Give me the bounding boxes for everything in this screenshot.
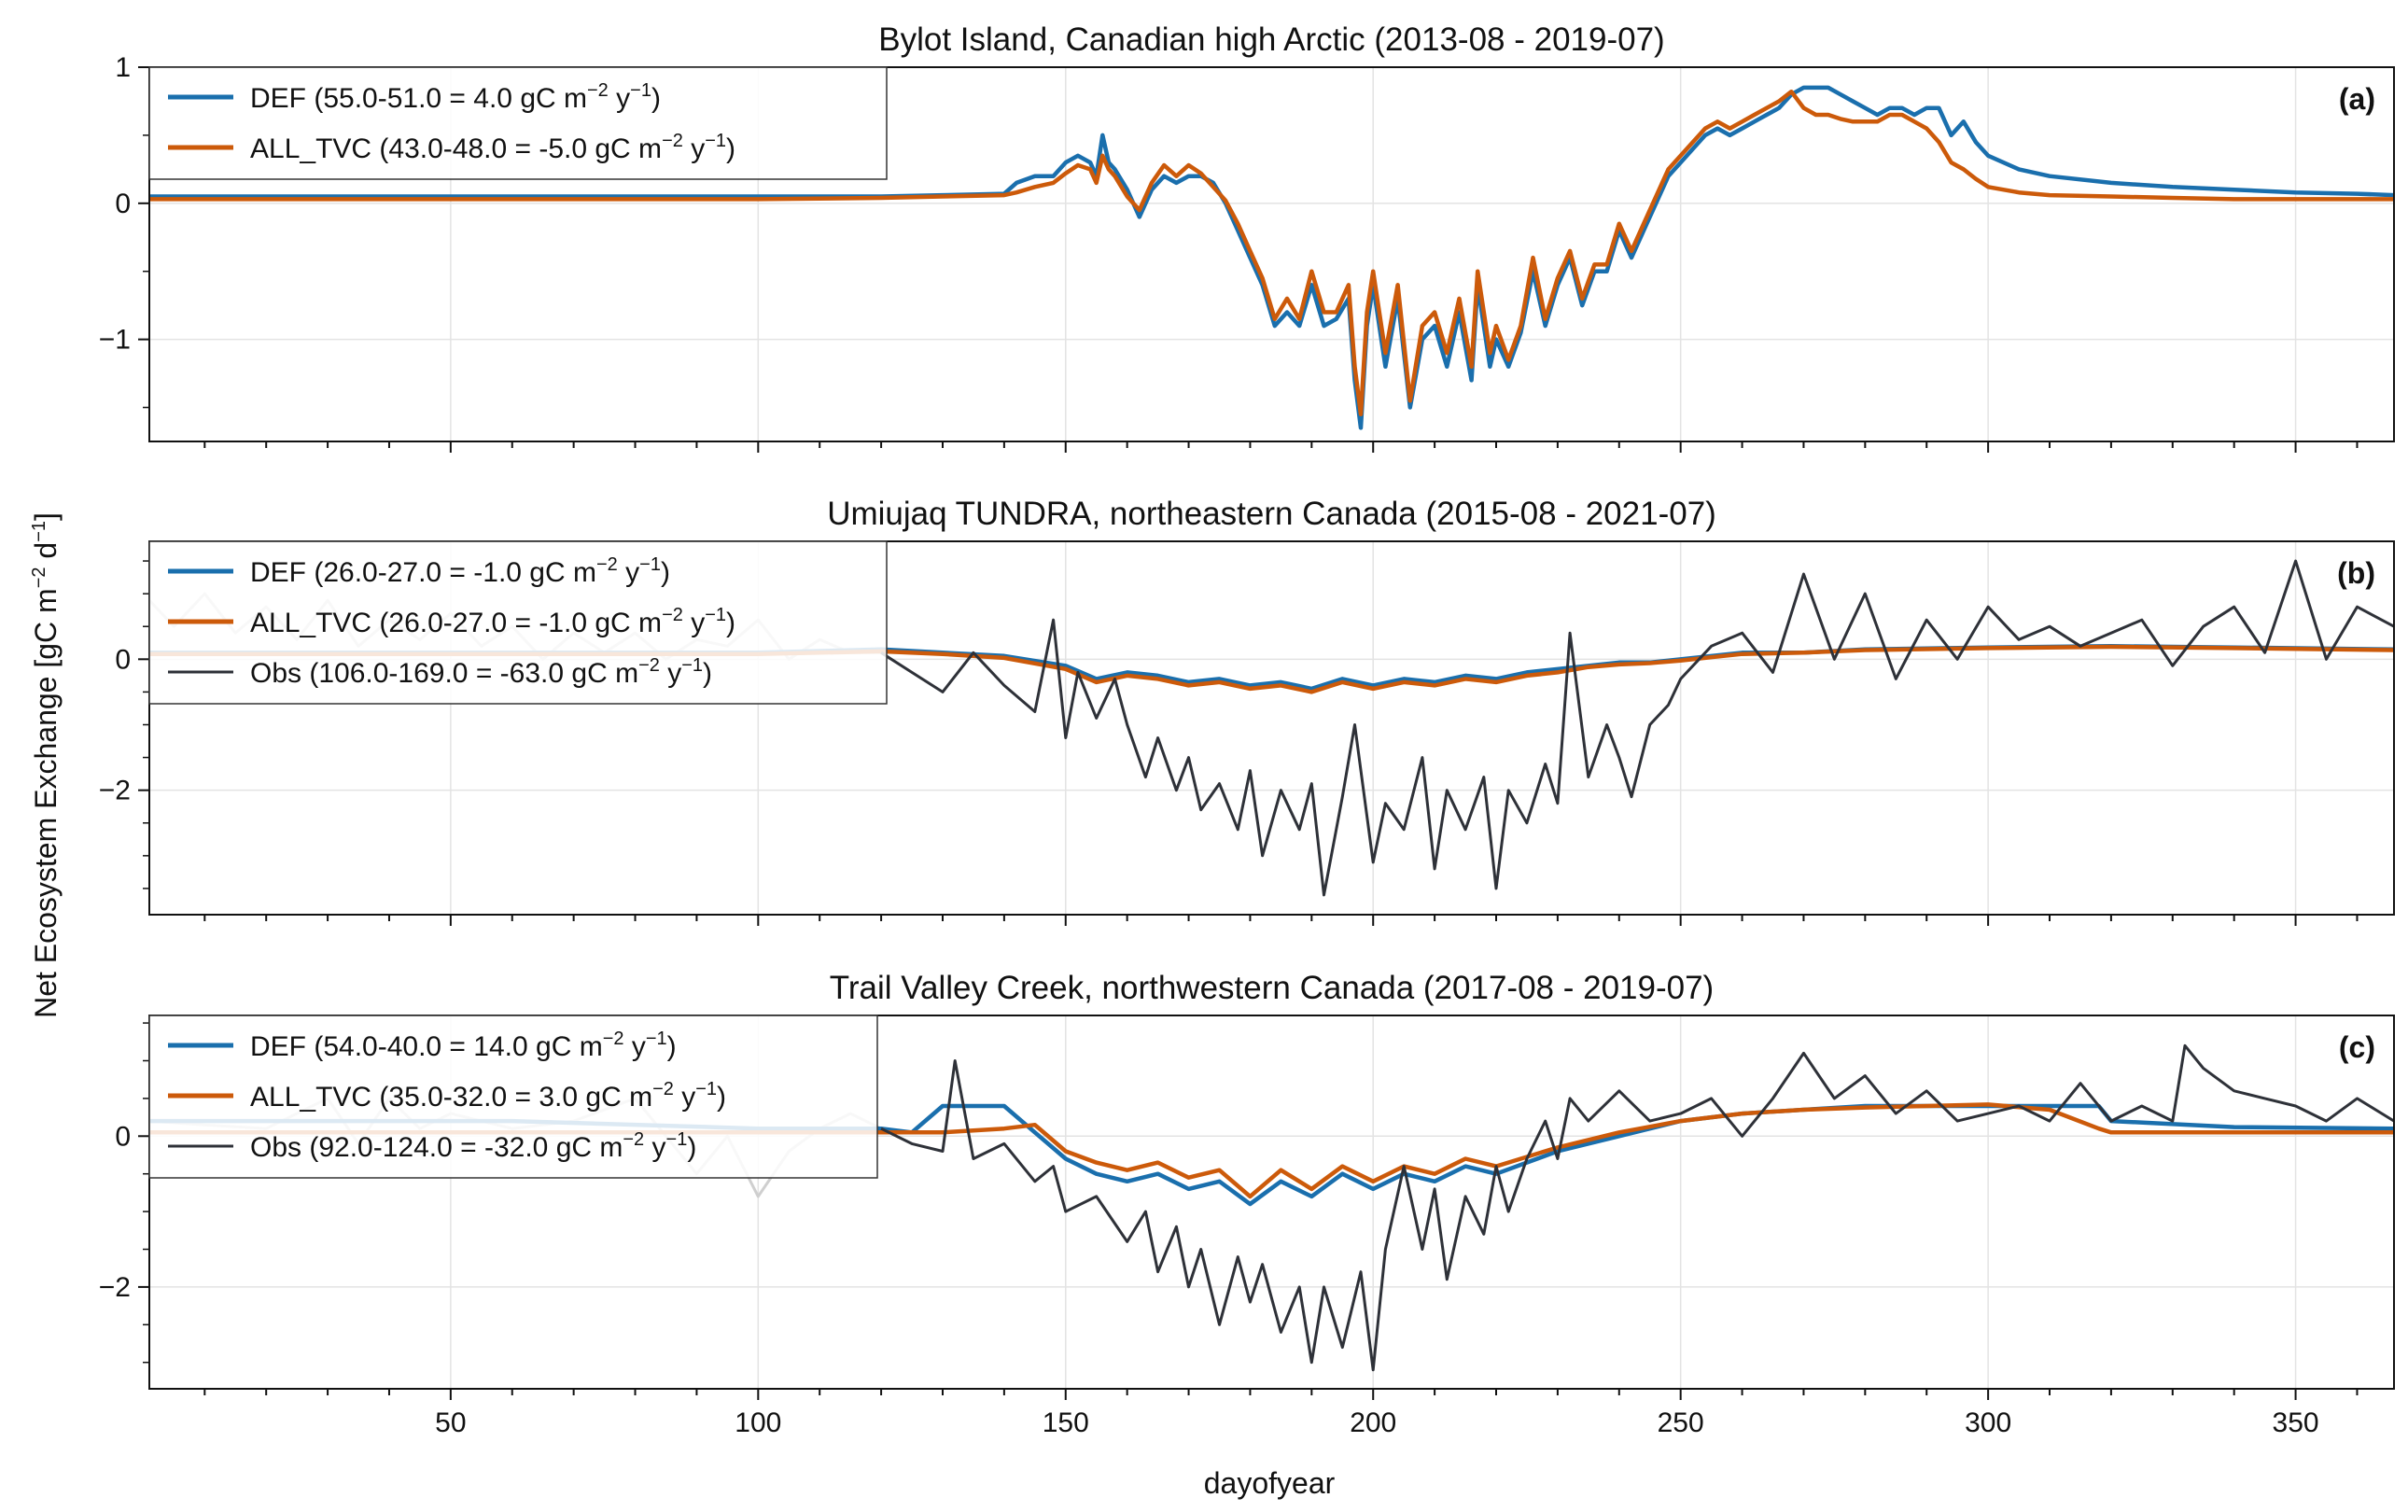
panel-title: Umiujaq TUNDRA, northeastern Canada (201… — [827, 496, 1716, 532]
panel-title: Trail Valley Creek, northwestern Canada … — [830, 970, 1714, 1006]
panel-label: (b) — [2337, 556, 2375, 590]
axes-frame — [148, 66, 2395, 442]
x-tick-label: 300 — [1965, 1407, 2011, 1438]
legend-entry: DEF (26.0-27.0 = -1.0 gC m−2 y−1) — [250, 554, 670, 588]
y-tick-label: 1 — [115, 52, 131, 83]
legend-entry: ALL_TVC (35.0-32.0 = 3.0 gC m−2 y−1) — [250, 1079, 726, 1113]
y-axis-label-sup: −1 — [29, 521, 49, 542]
panel-c: Trail Valley Creek, northwestern Canada … — [99, 970, 2395, 1438]
series-line-obs — [880, 559, 2394, 897]
series-line-all-tvc — [149, 89, 2394, 417]
axes-frame — [148, 540, 2395, 916]
legend-entry: ALL_TVC (43.0-48.0 = -5.0 gC m−2 y−1) — [250, 131, 735, 164]
legend-entry: Obs (106.0-169.0 = -63.0 gC m−2 y−1) — [250, 655, 712, 689]
y-axis-label-part: ] — [29, 512, 63, 521]
x-tick-label: 250 — [1658, 1407, 1704, 1438]
axes-frame — [148, 1015, 2395, 1390]
panel-title: Bylot Island, Canadian high Arctic (2013… — [878, 21, 1664, 58]
x-axis-label: dayofyear — [1204, 1466, 1336, 1500]
x-tick-label: 50 — [435, 1407, 466, 1438]
legend-box — [148, 540, 888, 705]
legend-entry: DEF (55.0-51.0 = 4.0 gC m−2 y−1) — [250, 80, 661, 114]
y-tick-label: −2 — [99, 776, 131, 806]
panel-b: Umiujaq TUNDRA, northeastern Canada (201… — [99, 496, 2395, 926]
series-line-obs — [880, 1043, 2394, 1372]
y-axis-label-part: d — [29, 542, 63, 567]
y-tick-label: 0 — [115, 1121, 131, 1152]
y-tick-label: −1 — [99, 325, 131, 356]
y-axis-label: Net Ecosystem Exchange [gC m−2 d−1] — [29, 512, 63, 1018]
y-tick-label: 0 — [115, 189, 131, 219]
y-tick-label: 0 — [115, 644, 131, 675]
panel-a: Bylot Island, Canadian high Arctic (2013… — [99, 21, 2395, 453]
series-line-all-tvc — [149, 1102, 2394, 1199]
x-tick-label: 200 — [1350, 1407, 1396, 1438]
legend-entry: Obs (92.0-124.0 = -32.0 gC m−2 y−1) — [250, 1129, 696, 1163]
legend-entry: DEF (54.0-40.0 = 14.0 gC m−2 y−1) — [250, 1029, 677, 1062]
x-tick-label: 350 — [2273, 1407, 2319, 1438]
legend-box — [148, 66, 888, 180]
x-tick-label: 100 — [735, 1407, 781, 1438]
panel-label: (c) — [2339, 1030, 2375, 1064]
y-tick-label: −2 — [99, 1272, 131, 1303]
y-axis-label-sup: −2 — [29, 567, 49, 588]
y-axis-label-part: Net Ecosystem Exchange [gC m — [29, 588, 63, 1018]
legend-box — [148, 1015, 878, 1179]
panel-label: (a) — [2339, 82, 2375, 116]
legend-entry: ALL_TVC (26.0-27.0 = -1.0 gC m−2 y−1) — [250, 605, 735, 638]
x-tick-label: 150 — [1043, 1407, 1089, 1438]
